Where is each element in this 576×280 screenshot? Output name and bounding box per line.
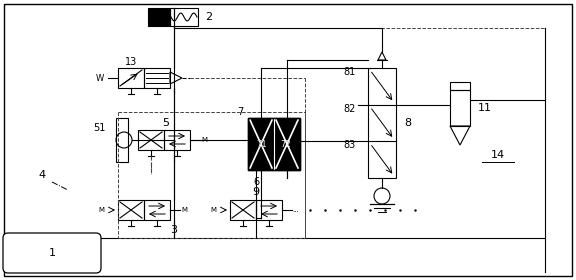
Bar — [144, 68, 170, 88]
FancyBboxPatch shape — [3, 233, 101, 273]
Text: 1: 1 — [48, 248, 55, 258]
Text: 82: 82 — [344, 104, 356, 114]
Text: 71: 71 — [257, 139, 267, 148]
Bar — [118, 200, 144, 220]
Text: M: M — [210, 207, 216, 213]
Bar — [144, 200, 170, 220]
Text: 6: 6 — [253, 177, 259, 187]
Text: 4: 4 — [39, 170, 46, 180]
Bar — [368, 68, 396, 178]
Text: W: W — [96, 74, 104, 83]
Bar — [116, 118, 128, 162]
Text: 8: 8 — [404, 118, 411, 128]
Text: 5: 5 — [162, 118, 169, 128]
Text: M: M — [98, 207, 104, 213]
Bar — [450, 82, 470, 90]
Bar — [248, 118, 300, 170]
Text: 11: 11 — [478, 103, 492, 113]
Text: M: M — [201, 137, 207, 143]
Text: 81: 81 — [344, 67, 356, 77]
Bar — [170, 8, 198, 26]
Text: ...: ... — [293, 207, 300, 213]
Text: M: M — [181, 207, 187, 213]
Bar — [248, 118, 300, 170]
Bar — [138, 130, 164, 150]
Bar — [450, 90, 470, 126]
Text: 7: 7 — [237, 107, 243, 117]
Text: 3: 3 — [170, 225, 177, 235]
Text: 14: 14 — [491, 150, 505, 160]
Text: 51: 51 — [94, 123, 106, 133]
Text: 13: 13 — [125, 57, 137, 67]
Bar — [148, 8, 170, 26]
Bar — [256, 200, 282, 220]
Text: 71: 71 — [257, 139, 267, 148]
Bar — [164, 130, 190, 150]
Text: 9: 9 — [252, 187, 260, 197]
Text: 2: 2 — [206, 12, 213, 22]
Bar — [118, 68, 144, 88]
Bar — [230, 200, 256, 220]
Text: 72: 72 — [281, 139, 291, 148]
Text: 83: 83 — [344, 140, 356, 150]
